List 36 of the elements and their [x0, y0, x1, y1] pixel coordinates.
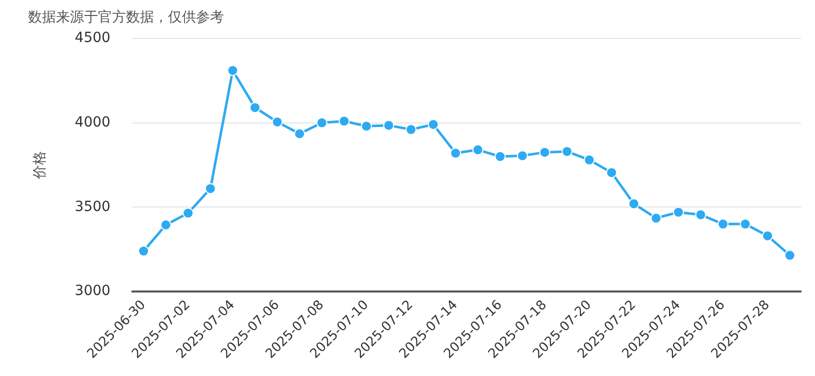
chart-title: 数据来源于官方数据，仅供参考 [28, 10, 224, 26]
point [338, 116, 350, 127]
point [360, 120, 372, 132]
point [138, 246, 150, 257]
y-tick-label: 4000 [74, 114, 110, 130]
point [472, 144, 484, 156]
point [516, 150, 528, 162]
point [450, 148, 462, 159]
point [204, 183, 216, 194]
y-axis-title: 价格 [32, 150, 48, 180]
point [494, 151, 506, 162]
point [272, 116, 283, 128]
point [584, 154, 595, 166]
point [628, 198, 640, 210]
y-tick-label: 4500 [74, 30, 110, 46]
point [406, 124, 416, 136]
point [294, 128, 306, 140]
point [182, 208, 194, 219]
point [740, 218, 751, 230]
point [784, 250, 796, 261]
point [718, 218, 728, 230]
point [672, 206, 684, 218]
point [762, 230, 774, 242]
point [227, 64, 238, 76]
point [650, 212, 662, 224]
point [606, 167, 618, 178]
point [695, 209, 706, 220]
point [562, 146, 572, 157]
point [316, 117, 328, 128]
point [160, 219, 172, 230]
point [250, 102, 260, 114]
point [539, 146, 550, 158]
point [383, 120, 394, 131]
y-tick-label: 3000 [74, 283, 110, 300]
point [428, 118, 439, 130]
y-tick-label: 3500 [74, 198, 110, 215]
